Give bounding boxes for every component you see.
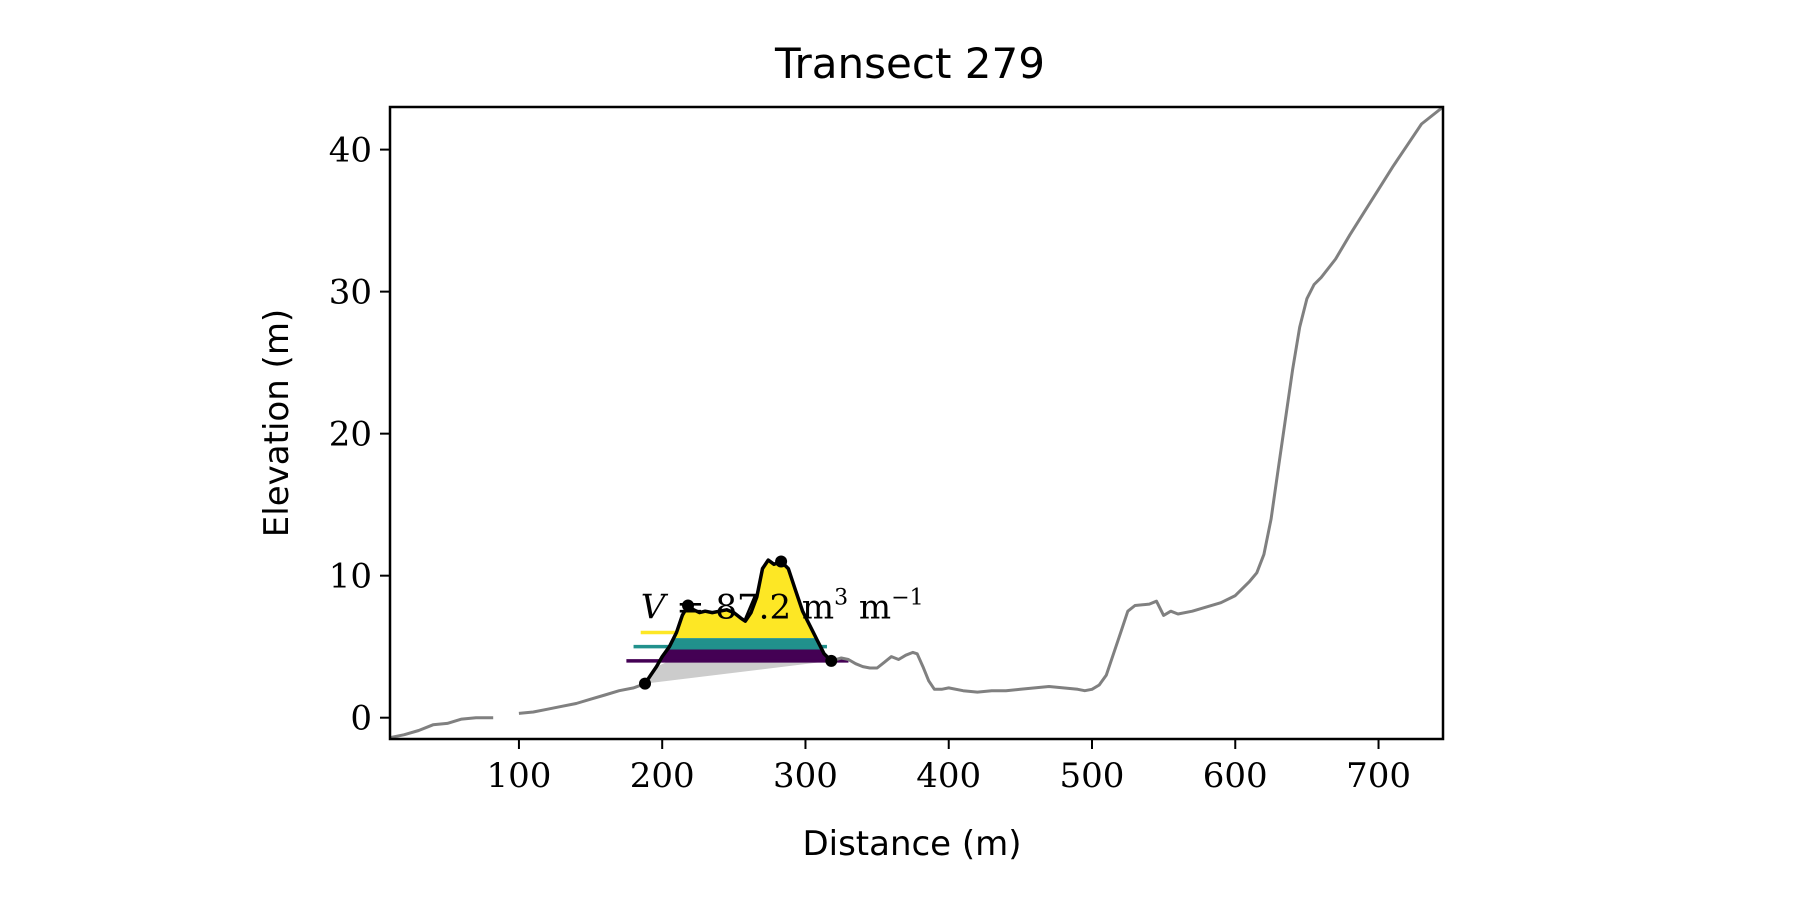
plot-area: V = 87.2 m3 m−1 [390,107,1443,739]
dune-point-0 [639,677,652,690]
x-tick-label-100: 100 [486,756,551,796]
dune-profile-line [643,558,833,685]
x-tick-label-600: 600 [1203,756,1268,796]
dune-point-2 [775,555,788,568]
volume-annotation: V = 87.2 m3 m−1 [641,585,924,627]
dune-point-3 [825,654,838,667]
y-axis-label: Elevation (m) [257,309,297,537]
x-tick-label-300: 300 [773,756,838,796]
annotation-part-4: −1 [891,585,923,610]
profile-segment-0 [390,716,494,739]
profile-segment-2 [830,107,1443,694]
y-axis: 0 10 20 30 40 [329,131,390,739]
annotation-part-0: V [641,587,669,627]
y-tick-label-0: 0 [350,699,372,739]
plot-frame [388,105,1445,741]
y-tick-label-40: 40 [329,131,372,171]
annotation-part-2: 3 [834,585,848,610]
x-axis-label: Distance (m) [802,824,1021,864]
x-tick-label-400: 400 [916,756,981,796]
x-axis: 100 200 300 400 500 600 700 [486,739,1411,796]
profile-segment-1 [518,682,646,715]
x-tick-label-200: 200 [630,756,695,796]
gray-fill [645,660,832,684]
dune-point-1 [681,599,694,612]
y-tick-label-30: 30 [329,273,372,313]
y-tick-label-20: 20 [329,415,372,455]
x-tick-label-700: 700 [1346,756,1411,796]
chart-title: Transect 279 [774,39,1045,88]
y-tick-label-10: 10 [329,557,372,597]
dune-fill-band-0 [673,560,817,639]
dune-fill-band-2 [659,649,832,661]
x-tick-label-500: 500 [1060,756,1125,796]
annotation-part-3: m [848,587,891,627]
annotation-part-1: = 87.2 m [665,587,834,627]
